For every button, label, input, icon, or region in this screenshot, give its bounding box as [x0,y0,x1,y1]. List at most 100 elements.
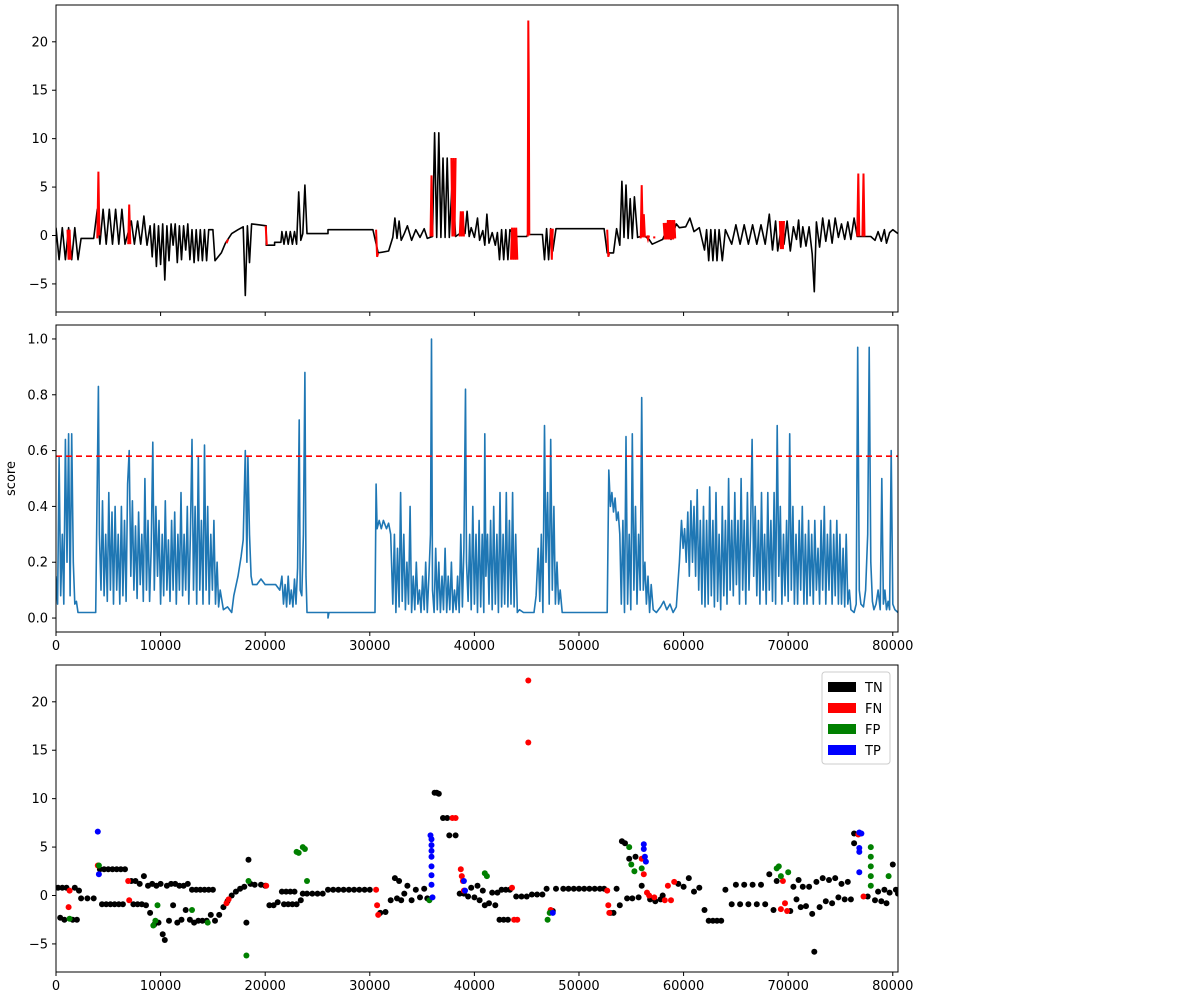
point-tn-13 [99,901,105,908]
point-tn-222 [844,878,851,885]
flagged-segment-8 [458,211,465,237]
point-tn-147 [523,893,530,900]
point-tn-195 [749,881,756,888]
point-tn-170 [626,855,633,862]
point-tn-19 [111,901,118,908]
point-tn-84 [283,888,290,895]
flagged-segment-2 [127,204,132,245]
y-tick-label: 0 [40,229,48,244]
point-fp-29 [867,863,874,870]
legend-box [821,671,891,765]
point-fn-34 [671,878,678,885]
point-tn-132 [476,897,483,904]
point-tp-5 [428,847,435,854]
y-tick-label: 15 [31,744,48,759]
point-tn-60 [201,886,208,893]
point-tp-4 [428,842,435,849]
point-tn-137 [492,902,499,909]
point-tn-114 [408,897,415,904]
point-tn-22 [117,866,124,873]
point-tn-174 [638,882,645,889]
flagged-segment-11 [549,228,554,260]
point-fp-19 [626,844,633,851]
y-tick-label: 0 [40,889,48,904]
x-tick-label: 70000 [767,979,808,994]
flagged-segment-10 [526,20,531,237]
x-tick-label: 80000 [872,979,913,994]
point-tn-20 [113,866,120,873]
point-tn-126 [456,890,463,897]
point-fn-23 [604,887,611,894]
point-tn-227 [872,897,878,904]
point-tn-8 [76,887,82,894]
point-tn-3 [61,916,68,923]
point-tn-85 [285,901,292,908]
point-tn-141 [500,916,507,923]
point-tn-182 [691,888,697,895]
point-tn-39 [157,880,164,887]
point-fn-24 [605,902,612,909]
point-tn-228 [875,888,882,895]
panel-top-signal: −5 0 5 10 15 20 [29,4,899,316]
point-tn-185 [705,917,712,924]
point-tn-214 [819,875,826,882]
point-tn-58 [197,886,204,893]
point-tn-104 [366,886,373,893]
legend-label-tn: TN [864,681,883,696]
point-tn-98 [335,886,342,893]
point-fp-12 [301,846,308,852]
point-tn-173 [635,894,642,901]
point-tn-161 [596,885,603,892]
x-tick-label: 60000 [663,639,704,654]
point-tn-53 [186,916,193,923]
point-fp-16 [483,873,490,880]
point-tn-34 [147,909,154,916]
point-fn-40 [860,893,867,900]
point-tn-100 [345,886,352,893]
point-fn-29 [646,892,653,899]
x-tick-label: 80000 [872,639,913,654]
x-tick-label: 50000 [558,979,599,994]
axes-frame [55,4,899,313]
point-tn-193 [741,881,748,888]
y-tick-label: 5 [40,181,48,196]
flagged-segment-18 [856,173,861,237]
point-tn-153 [553,885,559,892]
point-tn-190 [728,901,735,908]
point-tn-172 [632,853,639,860]
point-fn-10 [375,911,382,918]
point-tn-107 [387,897,394,904]
point-tn-48 [176,882,183,889]
point-tn-131 [474,882,481,889]
point-fn-7 [263,882,270,889]
legend-label-tp: TP [864,744,881,759]
point-tn-10 [84,895,91,902]
point-tn-14 [101,866,108,873]
point-tn-24 [122,866,128,873]
point-tp-20 [856,848,863,855]
point-tn-123 [444,815,451,821]
point-tn-87 [289,901,296,908]
flagged-segment-0 [66,229,72,260]
point-tn-17 [107,901,114,908]
x-tick-label: 40000 [454,639,495,654]
flagged-segment-6 [429,175,434,237]
point-tp-3 [428,836,435,843]
point-fp-32 [885,873,892,880]
point-tp-15 [640,846,647,852]
x-tick-label: 40000 [454,979,495,994]
point-tn-82 [278,888,285,895]
point-tn-26 [130,901,137,908]
point-tn-72 [241,883,248,890]
point-tn-149 [534,891,541,898]
point-tn-21 [115,901,122,908]
point-tn-231 [883,900,890,907]
point-fp-24 [775,863,782,870]
point-tn-56 [193,886,200,893]
point-tn-196 [753,901,760,908]
point-tn-197 [758,881,764,888]
point-tn-220 [838,880,845,887]
point-tn-93 [309,890,316,897]
point-tn-198 [762,901,769,908]
